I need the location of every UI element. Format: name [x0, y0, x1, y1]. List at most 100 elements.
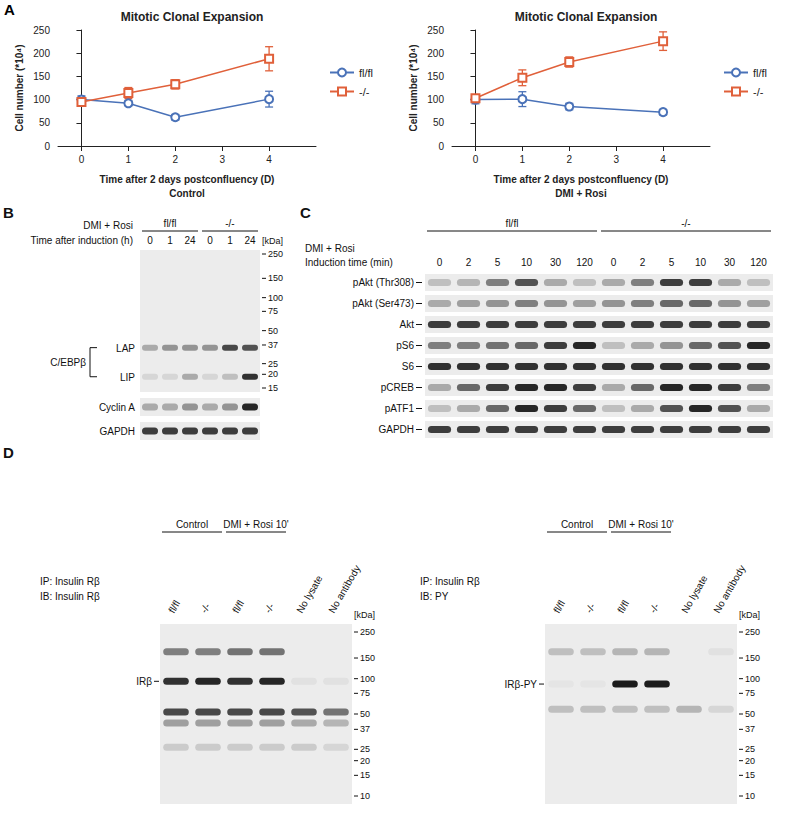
svg-text:37: 37 [360, 724, 370, 734]
svg-text:30: 30 [724, 257, 736, 268]
svg-text:0: 0 [147, 235, 153, 246]
svg-text:2: 2 [566, 154, 572, 165]
svg-text:120: 120 [750, 257, 767, 268]
svg-text:75: 75 [745, 688, 755, 698]
svg-text:fl/fl: fl/fl [164, 218, 177, 229]
svg-text:1: 1 [167, 235, 173, 246]
svg-text:20: 20 [268, 369, 278, 379]
svg-text:5: 5 [495, 257, 501, 268]
svg-text:-/-: -/- [359, 86, 370, 98]
svg-text:IB: PY: IB: PY [420, 591, 449, 602]
svg-text:-/-: -/- [262, 601, 276, 615]
svg-text:5: 5 [669, 257, 675, 268]
svg-text:50: 50 [360, 709, 370, 719]
svg-text:-/-: -/- [647, 601, 661, 615]
svg-text:Cyclin A: Cyclin A [99, 402, 135, 413]
svg-text:Cell number (*10⁴): Cell number (*10⁴) [408, 44, 419, 131]
svg-text:IB: Insulin Rβ: IB: Insulin Rβ [40, 591, 100, 602]
svg-text:-/-: -/- [753, 86, 764, 98]
svg-text:No antibody: No antibody [326, 563, 362, 615]
svg-text:2: 2 [640, 257, 646, 268]
svg-text:250: 250 [427, 25, 444, 36]
svg-text:100: 100 [360, 674, 375, 684]
svg-text:30: 30 [550, 257, 562, 268]
svg-text:24: 24 [244, 235, 256, 246]
svg-text:Mitotic Clonal Expansion: Mitotic Clonal Expansion [121, 10, 264, 24]
svg-text:250: 250 [268, 249, 283, 259]
svg-text:250: 250 [360, 627, 375, 637]
svg-text:250: 250 [33, 25, 50, 36]
svg-text:50: 50 [745, 709, 755, 719]
svg-text:20: 20 [360, 756, 370, 766]
svg-text:IP: Insulin Rβ: IP: Insulin Rβ [420, 576, 480, 587]
svg-text:fl/fl: fl/fl [615, 598, 631, 615]
svg-text:150: 150 [33, 71, 50, 82]
svg-text:3: 3 [613, 154, 619, 165]
svg-text:DMI + Rosi 10': DMI + Rosi 10' [223, 519, 289, 530]
svg-text:0: 0 [611, 257, 617, 268]
svg-text:4: 4 [266, 154, 272, 165]
svg-text:Akt: Akt [400, 319, 415, 330]
svg-text:IP: Insulin Rβ: IP: Insulin Rβ [40, 576, 100, 587]
svg-text:0: 0 [437, 257, 443, 268]
svg-text:LIP: LIP [120, 372, 135, 383]
svg-text:Time after induction (h): Time after induction (h) [31, 235, 133, 246]
svg-text:100: 100 [268, 293, 283, 303]
svg-text:50: 50 [433, 117, 445, 128]
svg-text:37: 37 [268, 340, 278, 350]
svg-text:15: 15 [745, 770, 755, 780]
svg-text:-/-: -/- [225, 218, 234, 229]
svg-text:C/EBPβ: C/EBPβ [50, 357, 86, 368]
svg-text:100: 100 [33, 94, 50, 105]
svg-text:fl/fl: fl/fl [359, 67, 373, 79]
svg-text:No antibody: No antibody [711, 563, 747, 615]
svg-text:LAP: LAP [116, 343, 135, 354]
svg-text:pS6: pS6 [396, 340, 414, 351]
svg-text:150: 150 [360, 653, 375, 663]
svg-text:25: 25 [745, 744, 755, 754]
svg-text:150: 150 [745, 653, 760, 663]
svg-text:25: 25 [360, 744, 370, 754]
svg-text:IRβ-PY: IRβ-PY [505, 679, 538, 690]
svg-text:1: 1 [126, 154, 132, 165]
svg-text:DMI + Rosi: DMI + Rosi [305, 243, 355, 254]
svg-text:-/-: -/- [681, 218, 690, 229]
svg-text:25: 25 [268, 359, 278, 369]
svg-text:S6: S6 [402, 361, 415, 372]
svg-text:Control: Control [561, 519, 593, 530]
svg-text:10: 10 [695, 257, 707, 268]
svg-text:Time after 2 days postconfluen: Time after 2 days postconfluency (D) [494, 174, 669, 185]
svg-text:No lysate: No lysate [294, 573, 325, 615]
svg-text:37: 37 [745, 724, 755, 734]
svg-text:0: 0 [473, 154, 479, 165]
svg-text:20: 20 [745, 756, 755, 766]
svg-text:pAkt (Thr308): pAkt (Thr308) [353, 277, 414, 288]
svg-text:Control: Control [169, 188, 205, 199]
svg-text:-/-: -/- [583, 601, 597, 615]
svg-text:GAPDH: GAPDH [378, 424, 414, 435]
svg-text:No lysate: No lysate [679, 573, 710, 615]
svg-text:pCREB: pCREB [381, 382, 415, 393]
svg-text:DMI + Rosi: DMI + Rosi [555, 188, 607, 199]
svg-text:10: 10 [745, 791, 755, 801]
svg-text:0: 0 [438, 141, 444, 152]
svg-text:250: 250 [745, 627, 760, 637]
svg-text:75: 75 [268, 306, 278, 316]
svg-text:fl/fl: fl/fl [506, 218, 519, 229]
svg-text:50: 50 [39, 117, 51, 128]
svg-text:pAkt (Ser473): pAkt (Ser473) [352, 298, 414, 309]
svg-text:0: 0 [79, 154, 85, 165]
svg-text:100: 100 [427, 94, 444, 105]
svg-text:1: 1 [227, 235, 233, 246]
svg-text:0: 0 [207, 235, 213, 246]
svg-text:3: 3 [219, 154, 225, 165]
svg-text:-/-: -/- [198, 601, 212, 615]
svg-text:B: B [3, 204, 14, 221]
svg-text:[kDa]: [kDa] [354, 610, 375, 620]
svg-text:120: 120 [576, 257, 593, 268]
svg-text:DMI + Rosi: DMI + Rosi [83, 220, 133, 231]
svg-text:15: 15 [360, 770, 370, 780]
svg-text:fl/fl: fl/fl [166, 598, 182, 615]
svg-text:Mitotic Clonal Expansion: Mitotic Clonal Expansion [515, 10, 658, 24]
svg-text:24: 24 [184, 235, 196, 246]
